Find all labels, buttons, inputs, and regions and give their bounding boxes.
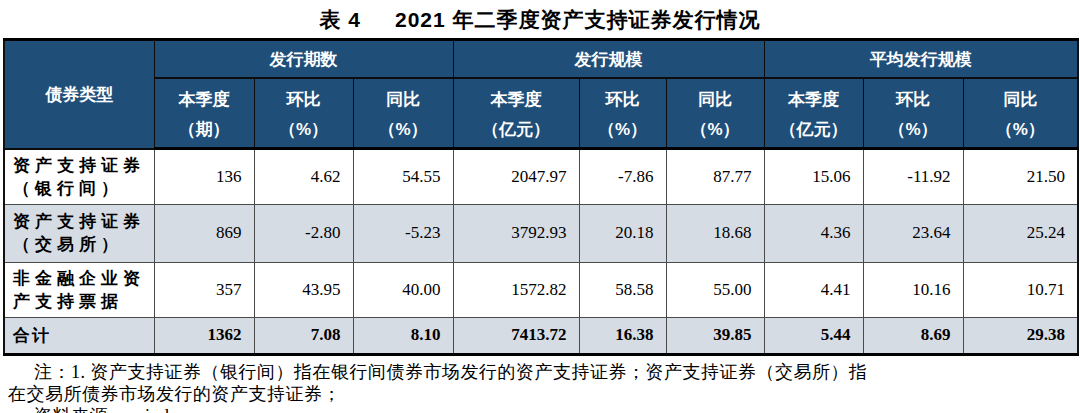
sub-header-unit: （%） — [667, 116, 764, 144]
data-cell: 5.44 — [764, 317, 863, 354]
sub-header-name: 环比 — [864, 84, 963, 116]
data-cell: 869 — [154, 204, 254, 262]
data-cell: 4.41 — [764, 262, 863, 317]
data-cell: 3792.93 — [453, 204, 579, 262]
group-header-issue-count: 发行期数 — [154, 40, 453, 79]
sub-header-name: 本季度 — [155, 84, 254, 116]
sub-header-unit: （亿元） — [454, 116, 579, 144]
data-cell: 10.71 — [963, 262, 1078, 317]
sub-header-unit: （%） — [255, 116, 353, 144]
data-cell: -11.92 — [863, 149, 963, 205]
data-cell: 25.24 — [963, 204, 1078, 262]
sub-header-cell: 同比（%） — [963, 78, 1078, 149]
row-label-line: 非金融企业资 — [13, 267, 152, 290]
table-total-row: 合计 1362 7.08 8.10 7413.72 16.38 39.85 5.… — [4, 317, 1078, 354]
data-cell: 58.58 — [579, 262, 666, 317]
table-title: 表 4 2021 年二季度资产支持证券发行情况 — [0, 0, 1080, 36]
row-label-line: 产支持票据 — [13, 290, 152, 313]
row-label-line: （交易所） — [13, 233, 152, 256]
row-label-line: 资产支持证券 — [13, 210, 152, 233]
table-row: 非金融企业资产支持票据 357 43.95 40.00 1572.82 58.5… — [4, 262, 1078, 317]
data-cell: 8.69 — [863, 317, 963, 354]
data-cell: -7.86 — [579, 149, 666, 205]
data-cell: 4.62 — [254, 149, 353, 205]
sub-header-name: 环比 — [255, 84, 353, 116]
row-label-cell: 资产支持证券（银行间） — [4, 149, 154, 205]
sub-header-cell: 本季度（期） — [154, 78, 254, 149]
group-header-issue-scale: 发行规模 — [453, 40, 764, 79]
table-title-text: 2021 年二季度资产支持证券发行情况 — [395, 8, 761, 31]
sub-header-cell: 环比（%） — [579, 78, 666, 149]
sub-header-unit: （%） — [864, 116, 963, 144]
data-cell: 1362 — [154, 317, 254, 354]
sub-header-cell: 同比（%） — [353, 78, 453, 149]
row-label-line: 资产支持证券 — [13, 154, 152, 177]
sub-header-cell: 环比（%） — [863, 78, 963, 149]
data-cell: 10.16 — [863, 262, 963, 317]
footnote-line-2: 在交易所债券市场发行的资产支持证券； — [8, 383, 1080, 405]
sub-header-cell: 本季度（亿元） — [764, 78, 863, 149]
sub-header-name: 环比 — [580, 84, 666, 116]
sub-header-row: 本季度（期） 环比（%） 同比（%） 本季度（亿元） 环比（%） 同比（%） 本… — [4, 78, 1078, 149]
data-cell: 43.95 — [254, 262, 353, 317]
data-cell: 15.06 — [764, 149, 863, 205]
row-label-line: 合计 — [13, 324, 152, 347]
sub-header-name: 同比 — [354, 84, 453, 116]
row-label-cell: 合计 — [4, 317, 154, 354]
data-cell: 29.38 — [963, 317, 1078, 354]
data-cell: 20.18 — [579, 204, 666, 262]
footnotes: 注：1. 资产支持证券（银行间）指在银行间债券市场发行的资产支持证券；资产支持证… — [0, 361, 1080, 413]
data-cell: 16.38 — [579, 317, 666, 354]
table-number: 表 4 — [319, 8, 361, 31]
sub-header-name: 本季度 — [454, 84, 579, 116]
data-source-line: 资料来源： wind — [8, 405, 1080, 413]
data-cell: 18.68 — [666, 204, 764, 262]
data-cell: 55.00 — [666, 262, 764, 317]
data-cell: 8.10 — [353, 317, 453, 354]
sub-header-name: 同比 — [667, 84, 764, 116]
data-cell: 54.55 — [353, 149, 453, 205]
data-cell: 7.08 — [254, 317, 353, 354]
data-cell: 40.00 — [353, 262, 453, 317]
group-header-row: 债券类型 发行期数 发行规模 平均发行规模 — [4, 40, 1078, 79]
data-cell: 7413.72 — [453, 317, 579, 354]
sub-header-name: 本季度 — [765, 84, 863, 116]
page: 表 4 2021 年二季度资产支持证券发行情况 债券类型 发行期数 发行规模 平均… — [0, 0, 1080, 413]
data-cell: -5.23 — [353, 204, 453, 262]
data-cell: 87.77 — [666, 149, 764, 205]
footnote-line-1: 注：1. 资产支持证券（银行间）指在银行间债券市场发行的资产支持证券；资产支持证… — [8, 361, 1080, 383]
sub-header-unit: （%） — [964, 116, 1078, 144]
table-row: 资产支持证券（银行间） 136 4.62 54.55 2047.97 -7.86… — [4, 149, 1078, 205]
table-row: 资产支持证券（交易所） 869 -2.80 -5.23 3792.93 20.1… — [4, 204, 1078, 262]
sub-header-unit: （期） — [155, 116, 254, 144]
data-cell: 21.50 — [963, 149, 1078, 205]
data-cell: 1572.82 — [453, 262, 579, 317]
data-cell: 39.85 — [666, 317, 764, 354]
issuance-table: 债券类型 发行期数 发行规模 平均发行规模 本季度（期） 环比（%） 同比（%）… — [3, 38, 1079, 356]
sub-header-unit: （亿元） — [765, 116, 863, 144]
data-cell: 357 — [154, 262, 254, 317]
corner-header-cell: 债券类型 — [4, 40, 154, 149]
row-label-cell: 非金融企业资产支持票据 — [4, 262, 154, 317]
sub-header-cell: 环比（%） — [254, 78, 353, 149]
data-cell: 23.64 — [863, 204, 963, 262]
row-label-line: （银行间） — [13, 177, 152, 200]
data-cell: 2047.97 — [453, 149, 579, 205]
sub-header-cell: 本季度（亿元） — [453, 78, 579, 149]
sub-header-name: 同比 — [964, 84, 1078, 116]
group-header-avg-scale: 平均发行规模 — [764, 40, 1078, 79]
data-cell: 136 — [154, 149, 254, 205]
data-cell: -2.80 — [254, 204, 353, 262]
sub-header-unit: （%） — [354, 116, 453, 144]
sub-header-unit: （%） — [580, 116, 666, 144]
row-label-cell: 资产支持证券（交易所） — [4, 204, 154, 262]
data-cell: 4.36 — [764, 204, 863, 262]
sub-header-cell: 同比（%） — [666, 78, 764, 149]
